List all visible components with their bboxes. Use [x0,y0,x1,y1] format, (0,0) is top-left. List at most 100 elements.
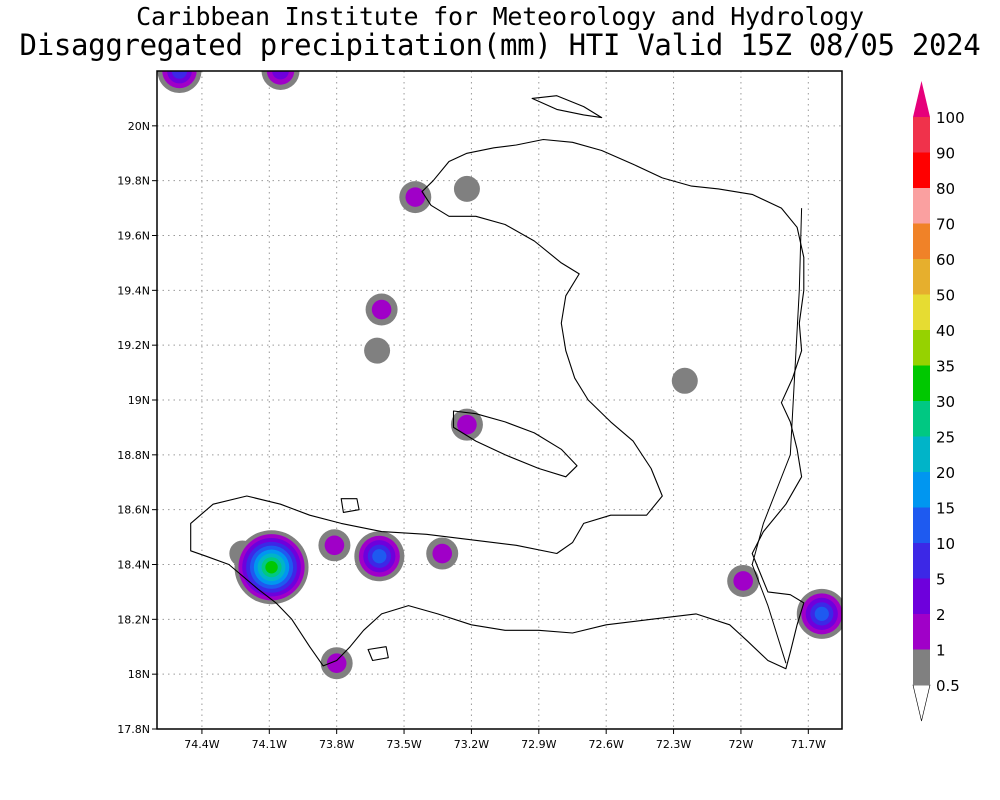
legend-label: 35 [936,358,955,376]
legend-swatch [913,365,930,401]
y-tick-label: 19.4N [117,284,150,297]
border-line [751,208,803,664]
legend-label: 10 [936,535,955,553]
precip-contour [371,299,392,320]
precip-blob [261,71,300,90]
coastline-cayemites [340,498,360,513]
y-tick-label: 18.4N [117,559,150,572]
precip-contour [364,337,391,364]
legend-label: 25 [936,429,955,447]
coastline-layer [190,95,805,670]
precip-contour [405,187,426,207]
precip-blob [796,588,842,639]
y-tick-label: 18N [128,668,150,681]
precip-contour [453,175,480,202]
legend-swatch [913,472,930,508]
coastline-vache [367,646,389,662]
legend-label: 15 [936,500,955,518]
legend-label: 50 [936,287,955,305]
y-tick-label: 18.2N [117,613,150,626]
axis-ticks: 74.4W 74.1W 73.8W 73.5W 73.2W 72.9W 72.6W 72.3W… [117,120,826,751]
y-tick-label: 19.6N [117,230,150,243]
precip-contour [372,549,387,564]
x-tick-label: 71.7W [791,738,826,751]
precip-blob [399,181,432,214]
x-tick-label: 73.5W [386,738,421,751]
precip-contour [671,367,698,394]
precip-blob [365,293,398,326]
precip-blob [426,537,459,570]
title-line-2: Disaggregated precipitation(mm) HTI Vali… [19,28,981,62]
legend-swatch [913,188,930,224]
precipitation-layer [157,71,842,680]
precip-contour [272,71,289,80]
precip-blob [354,531,405,582]
x-tick-label: 72.9W [521,738,556,751]
legend-label: 70 [936,216,955,234]
legend-swatch [913,401,930,437]
precip-contour [265,561,278,574]
legend-label: 1 [936,642,946,660]
coastline-tortuga [531,95,603,119]
precip-blob [320,647,353,680]
y-tick-label: 19N [128,394,150,407]
precip-contour [171,71,188,79]
x-tick-label: 73.2W [454,738,489,751]
precip-blob [234,530,309,605]
precip-blob [318,529,351,562]
precip-contour [457,414,477,435]
x-tick-label: 74.1W [252,738,287,751]
legend-swatch [913,152,930,188]
legend-swatch [913,614,930,650]
x-tick-label: 72.6W [588,738,623,751]
precip-contour [733,571,753,591]
legend-swatch [913,507,930,543]
legend-swatch [913,330,930,366]
legend-swatch [913,543,930,579]
title-line-1: Caribbean Institute for Meteorology and … [136,2,864,31]
legend-label: 100 [936,109,965,127]
legend-swatch [913,649,930,685]
x-tick-label: 72W [728,738,753,751]
coastline-gonave [452,410,578,478]
legend-bottom-arrow [912,684,931,722]
y-tick-label: 19.8N [117,175,150,188]
legend-label: 2 [936,606,946,624]
plot-background [157,71,842,729]
precip-blob [157,71,202,93]
x-tick-label: 74.4W [184,738,219,751]
x-tick-label: 73.8W [319,738,354,751]
legend-label: 80 [936,180,955,198]
legend-top-arrow [913,81,930,117]
y-tick-label: 18.6N [117,504,150,517]
precip-blob [364,337,391,364]
legend-swatch [913,223,930,259]
legend-swatch [913,436,930,472]
legend-label: 0.5 [936,677,960,695]
precip-blob [727,564,760,597]
legend-label: 40 [936,322,955,340]
legend-label: 5 [936,571,946,589]
legend-label: 90 [936,145,955,163]
y-tick-label: 19.2N [117,339,150,352]
legend-swatch [913,578,930,614]
precip-blob [450,408,483,441]
legend-label: 60 [936,251,955,269]
legend-label: 20 [936,464,955,482]
y-tick-label: 18.8N [117,449,150,462]
legend-label: 30 [936,393,955,411]
coastline-mainland [190,138,805,670]
x-tick-label: 72.3W [656,738,691,751]
legend-swatch [913,294,930,330]
precip-contour [432,543,453,564]
precip-contour [814,606,829,621]
precip-blob [671,367,698,394]
legend-swatch [913,117,930,153]
precip-contour [326,653,347,673]
precip-contour [324,535,345,556]
legend-swatch [913,259,930,295]
y-tick-label: 20N [128,120,150,133]
y-tick-label: 17.8N [117,723,150,736]
